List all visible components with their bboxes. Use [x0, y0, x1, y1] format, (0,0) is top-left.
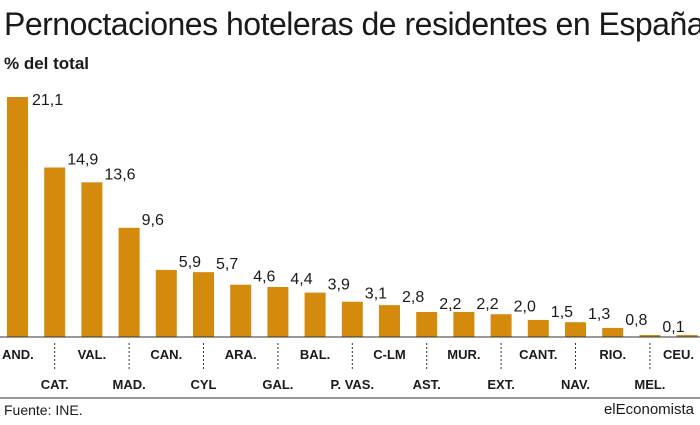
category-label-17: RIO.	[599, 347, 626, 362]
value-label-6: 5,7	[216, 256, 238, 273]
value-label-13: 2,2	[476, 296, 498, 313]
publisher-brand: elEconomista	[603, 401, 694, 418]
bar-6	[193, 272, 214, 337]
value-label-15: 1,5	[551, 304, 573, 321]
value-label-2: 14,9	[67, 152, 98, 169]
category-label-13: MUR.	[447, 347, 480, 362]
category-label-3: VAL.	[78, 347, 107, 362]
category-label-12: AST.	[413, 377, 441, 392]
bar-14	[490, 314, 512, 337]
category-label-18: MEL.	[634, 377, 665, 392]
bar-8	[267, 286, 289, 337]
value-label-9: 3,9	[328, 277, 350, 294]
category-label-8: GAL.	[262, 377, 293, 392]
bar-4	[118, 227, 140, 337]
bar-19	[676, 335, 698, 337]
category-label-2: CAT.	[41, 377, 69, 392]
value-label-12: 2,2	[439, 296, 461, 313]
category-label-11: C-LM	[373, 347, 406, 362]
bar-16	[565, 322, 586, 337]
value-label-8: 4,4	[290, 271, 312, 288]
category-label-14: EXT.	[487, 377, 514, 392]
bar-chart: 21,1 AND. 14,9 CAT. 13,6 VAL. 9,6 MAD. 5,9 CAN. 5,…	[0, 92, 700, 399]
value-label-3: 13,6	[104, 166, 135, 183]
value-label-18: 0,1	[662, 319, 684, 336]
bar-17	[602, 327, 624, 337]
bar-5	[155, 269, 177, 337]
value-label-4: 9,6	[142, 212, 164, 229]
chart-subtitle: % del total	[4, 54, 90, 73]
bar-2	[44, 167, 66, 337]
bar-13	[453, 311, 475, 337]
category-label-15: CANT.	[519, 347, 557, 362]
bar-15	[527, 319, 549, 337]
value-label-16: 1,3	[588, 306, 610, 323]
value-label-7: 4,6	[253, 269, 275, 286]
value-label-11: 2,8	[402, 289, 424, 306]
category-label-5: CAN.	[150, 347, 182, 362]
value-label-17: 0,8	[625, 312, 647, 329]
bar-18	[639, 335, 661, 337]
value-label-10: 3,1	[365, 286, 387, 303]
bar-9	[304, 292, 326, 337]
bar-11	[379, 305, 400, 337]
category-label-1: AND.	[2, 347, 34, 362]
bar-12	[416, 311, 438, 337]
bar-3	[81, 182, 103, 337]
category-label-7: ARA.	[225, 347, 257, 362]
category-label-4: MAD.	[112, 377, 145, 392]
category-label-19: CEU.	[663, 347, 694, 362]
category-label-9: BAL.	[300, 347, 330, 362]
bar-10	[341, 301, 363, 337]
bar-7	[230, 284, 252, 337]
source-note: Fuente: INE.	[4, 402, 83, 418]
bar-1	[7, 97, 28, 337]
chart-title: Pernoctaciones hoteleras de residentes e…	[4, 6, 700, 42]
category-label-16: NAV.	[561, 377, 590, 392]
value-label-14: 2,0	[514, 298, 536, 315]
value-label-1: 21,1	[32, 92, 63, 109]
category-label-6: CYL	[191, 377, 217, 392]
category-label-10: P. VAS.	[330, 377, 374, 392]
value-label-5: 5,9	[179, 254, 201, 271]
